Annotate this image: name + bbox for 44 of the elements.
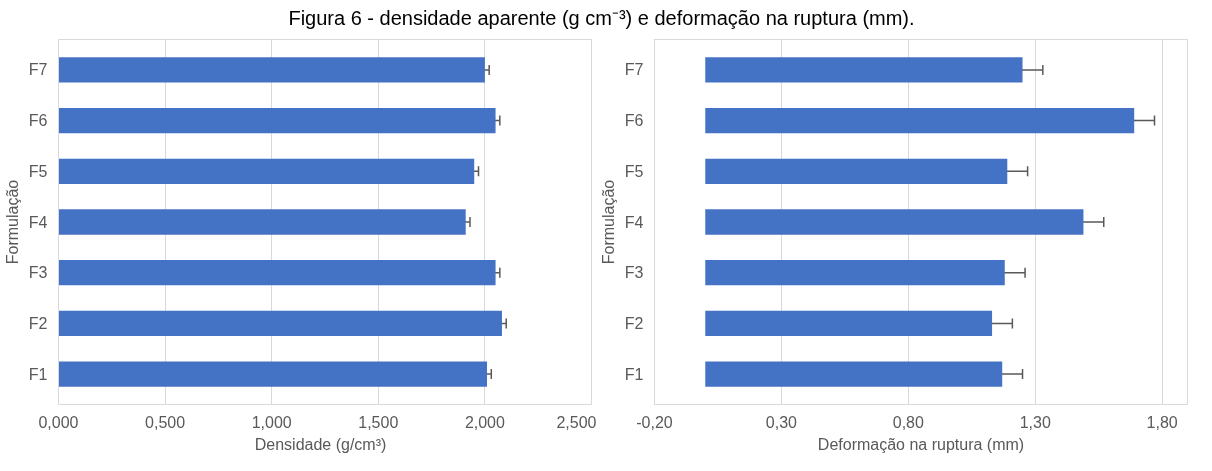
y-tick-label: F6 — [624, 112, 644, 130]
y-tick-label: F4 — [624, 213, 644, 231]
y-axis-title: Formulação — [599, 179, 617, 265]
x-tick-label: 1,80 — [1146, 413, 1178, 431]
bar — [58, 361, 488, 387]
bar — [705, 158, 1008, 184]
y-tick-label: F2 — [28, 314, 48, 332]
y-axis-title: Formulação — [3, 179, 21, 265]
y-tick-label: F6 — [28, 112, 48, 130]
y-tick-label: F1 — [28, 365, 48, 383]
bar — [58, 57, 485, 83]
chart-title: Figura 6 - densidade aparente (g cm⁻³) e deformação na ruptura (mm). — [288, 6, 915, 29]
y-tick-label: F1 — [624, 365, 644, 383]
bar — [705, 361, 1003, 387]
x-tick-label: 2,500 — [556, 413, 597, 431]
y-tick-label: F5 — [624, 162, 644, 180]
x-tick-label: 1,500 — [358, 413, 399, 431]
bar — [58, 209, 466, 235]
y-tick-label: F2 — [624, 314, 644, 332]
x-axis-title: Densidade (g/cm³) — [254, 435, 387, 453]
bar — [58, 260, 496, 286]
y-tick-label: F4 — [28, 213, 48, 231]
x-tick-label: 2,000 — [464, 413, 506, 431]
x-tick-label: 0,500 — [145, 413, 186, 431]
bar — [705, 209, 1084, 235]
x-tick-label: -0,20 — [636, 413, 673, 431]
y-tick-label: F7 — [624, 61, 644, 79]
bar — [58, 310, 502, 337]
bar — [705, 310, 993, 337]
bar — [58, 107, 496, 134]
x-tick-label: 0,000 — [38, 413, 79, 431]
x-tick-label: 1,30 — [1019, 413, 1051, 431]
y-tick-label: F5 — [28, 162, 48, 180]
x-tick-label: 1,000 — [251, 413, 292, 431]
bar — [705, 107, 1135, 134]
x-tick-label: 0,30 — [765, 413, 798, 431]
bar — [705, 260, 1005, 286]
bar — [705, 57, 1023, 83]
x-axis-title: Deformação na ruptura (mm) — [817, 435, 1025, 453]
bar — [58, 158, 475, 184]
y-tick-label: F3 — [28, 264, 48, 282]
y-tick-label: F7 — [28, 61, 48, 79]
y-tick-label: F3 — [624, 264, 644, 282]
x-tick-label: 0,80 — [892, 413, 924, 431]
